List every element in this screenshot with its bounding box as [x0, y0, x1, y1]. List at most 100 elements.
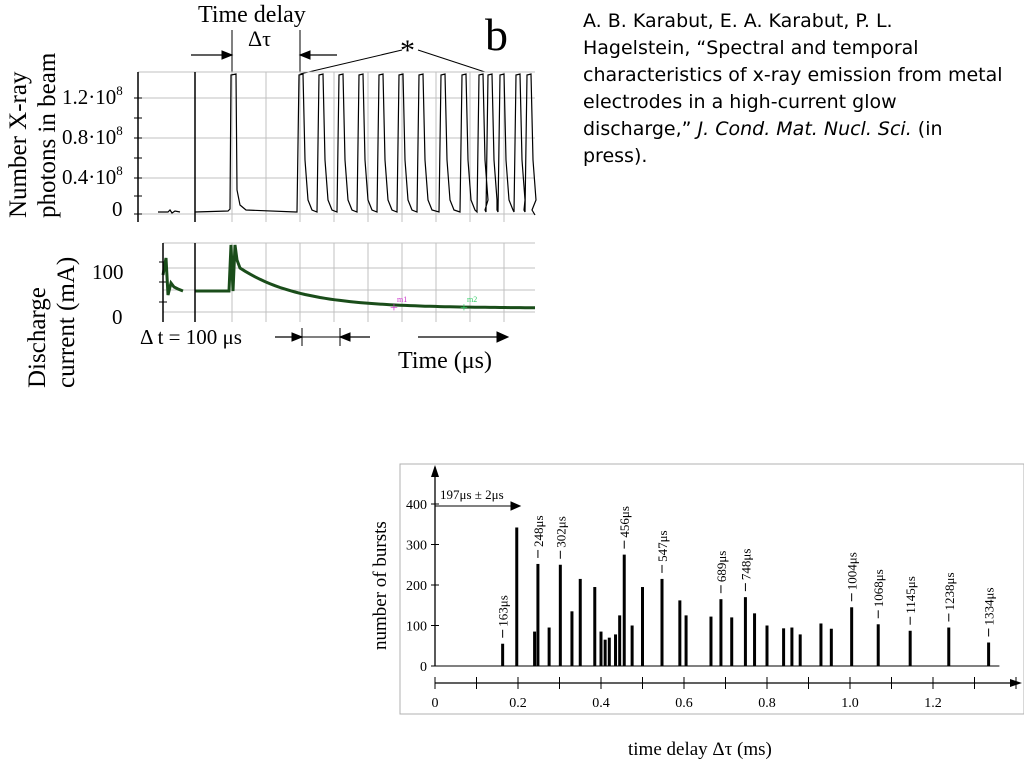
- marker-m2-label: m2: [467, 295, 477, 304]
- asterisk-label: *: [400, 34, 415, 67]
- histogram-bar: [790, 627, 794, 666]
- xray-tick-exponent: 8: [116, 163, 123, 178]
- histogram-x-tick-label: 1.2: [924, 696, 942, 711]
- histogram-bar: [603, 639, 607, 666]
- annotation-label: 456μs: [617, 506, 632, 538]
- histogram-bar: [947, 627, 951, 666]
- xray-tick-label: 0.8·108: [62, 123, 123, 149]
- histogram-bar: [829, 628, 833, 666]
- annotation-label: 1068μs: [871, 569, 886, 607]
- current-tick-label: 100: [92, 260, 124, 284]
- histogram-bar: [798, 634, 802, 666]
- histogram-y-tick-label: 400: [406, 498, 427, 513]
- xray-current-figure: Time delay Δτ b * Number X-ray photons i…: [5, 2, 537, 388]
- histogram-bar: [765, 625, 769, 666]
- xray-tick-mantissa: 0.4·10: [62, 165, 116, 189]
- dt-label: Δ t = 100 μs: [140, 325, 242, 349]
- histogram-y-tick-label: 300: [406, 539, 427, 554]
- histogram-bar: [678, 600, 682, 666]
- annotation-label: 248μs: [531, 515, 546, 547]
- histogram-bar: [782, 628, 786, 666]
- histogram-bar: [515, 527, 519, 666]
- burst-histogram: 163μs 248μs 302μs 456μs 547μs 689μs 748μs 1004μ…: [370, 463, 1024, 760]
- xray-grid: [134, 71, 535, 222]
- delta-tau-label: Δτ: [248, 26, 271, 51]
- annotation-label: 163μs: [496, 595, 511, 627]
- histogram-bar: [730, 617, 734, 666]
- histogram-y-axis-arrow: [431, 465, 439, 477]
- histogram-y-tick-label: 100: [406, 620, 427, 635]
- histogram-bar: [593, 587, 597, 666]
- xray-ylabel-line2: photons in beam: [34, 52, 61, 218]
- histogram-ylabel: number of bursts: [370, 521, 391, 650]
- histogram-x-tick-label: 0: [432, 696, 439, 711]
- current-ylabel-line2: current (mA): [53, 257, 80, 388]
- time-arrow: [418, 331, 510, 343]
- citation-title: “Spectral and temporal characteristics o…: [583, 37, 1003, 140]
- histogram-bar: [501, 643, 505, 666]
- xray-tick-exponent: 8: [116, 123, 123, 138]
- annotation-label: 547μs: [655, 530, 670, 562]
- citation: A. B. Karabut, E. A. Karabut, P. L. Hage…: [583, 8, 1003, 170]
- annotation-label: 1145μs: [903, 576, 918, 614]
- histogram-bar: [753, 613, 757, 666]
- histogram-x-tick-label: 0.4: [592, 696, 610, 711]
- annotation-label: 302μs: [553, 516, 568, 548]
- xray-tick-labels: 1.2·108 0.8·108 0.4·108 0: [62, 83, 123, 221]
- histogram-bar: [709, 616, 713, 666]
- histogram-bar: [876, 624, 880, 666]
- xray-tick-label: 1.2·108: [62, 83, 123, 109]
- annotation-label: 1004μs: [845, 552, 860, 590]
- histogram-bar: [614, 634, 618, 666]
- histogram-bar: [908, 630, 912, 666]
- histogram-bar: [547, 627, 551, 666]
- delay-arrows: [191, 30, 337, 72]
- histogram-bar: [987, 642, 991, 666]
- xray-tick-label: 0: [112, 197, 123, 221]
- annotation-label: 748μs: [738, 549, 753, 581]
- dt-arrows: [275, 328, 370, 346]
- histogram-bar: [578, 578, 582, 666]
- citation-journal: J. Cond. Mat. Nucl. Sci.: [697, 118, 912, 140]
- citation-authors: A. B. Karabut, E. A. Karabut, P. L. Hage…: [583, 10, 893, 59]
- histogram-y-tick-label: 0: [420, 660, 427, 675]
- histogram-bar: [819, 623, 823, 666]
- marker-m1-label: m1: [397, 295, 407, 304]
- histogram-xlabel: time delay Δτ (ms): [628, 739, 772, 760]
- histogram-bar: [570, 611, 574, 666]
- histogram-bars: [501, 527, 991, 666]
- histogram-bar: [533, 631, 537, 666]
- annotation-label: 1334μs: [982, 587, 997, 625]
- bracket-label: 197μs ± 2μs: [440, 487, 504, 502]
- current-tick-label: 0: [112, 305, 123, 329]
- annotation-label: 689μs: [714, 551, 729, 583]
- histogram-bar: [599, 631, 603, 666]
- histogram-bar: [607, 637, 611, 666]
- histogram-bar: [660, 578, 664, 666]
- current-axes: [162, 243, 196, 322]
- time-delay-label: Time delay: [198, 2, 306, 28]
- histogram-bar: [536, 563, 540, 666]
- histogram-bar: [850, 607, 854, 666]
- histogram-bar: [622, 554, 626, 666]
- histogram-y-tick-labels: 0 100 200 300 400: [406, 498, 427, 675]
- histogram-x-tick-label: 1.0: [841, 696, 859, 711]
- panel-letter: b: [485, 9, 508, 60]
- asterisk-leaders: [299, 49, 486, 75]
- histogram-annotations: 163μs 248μs 302μs 456μs 547μs 689μs 748μs 1004μ…: [496, 506, 997, 638]
- citation-status: (in press).: [583, 118, 943, 167]
- histogram-bar: [684, 615, 688, 666]
- histogram-y-tick-label: 200: [406, 579, 427, 594]
- current-ylabel-line1: Discharge: [24, 287, 51, 388]
- current-grid: [159, 242, 535, 322]
- time-label: Time (μs): [398, 348, 492, 374]
- histogram-bar: [558, 564, 562, 666]
- histogram-bar: [719, 599, 723, 666]
- xray-axes: [137, 72, 196, 222]
- current-trace: [161, 244, 535, 310]
- bracket: 197μs ± 2μs: [434, 487, 522, 513]
- xray-tick-label: 0.4·108: [62, 163, 123, 189]
- histogram-x-tick-label: 0.8: [758, 696, 776, 711]
- histogram-x-tick-labels: 0 0.2 0.4 0.6 0.8 1.0 1.2: [432, 696, 942, 711]
